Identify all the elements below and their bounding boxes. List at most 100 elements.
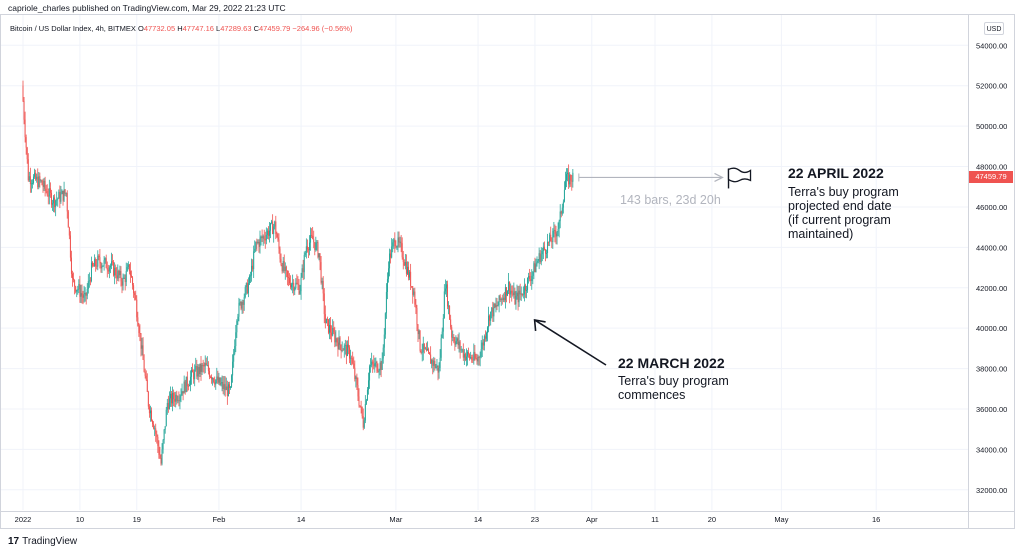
candle-body bbox=[195, 365, 197, 370]
candle-body bbox=[163, 429, 165, 441]
close-label: C bbox=[253, 24, 260, 33]
candle-body bbox=[99, 257, 101, 264]
candle-body bbox=[215, 379, 217, 385]
time-tick-label: 23 bbox=[531, 515, 539, 524]
candle-body bbox=[223, 384, 225, 389]
candle-body bbox=[192, 369, 194, 373]
candle-body bbox=[370, 365, 372, 367]
candle-body bbox=[386, 278, 388, 292]
candle-body bbox=[260, 236, 262, 238]
candle-body bbox=[439, 357, 441, 368]
candle-body bbox=[548, 241, 550, 243]
candle-body bbox=[61, 190, 63, 194]
candle-body bbox=[334, 332, 336, 343]
candle-body bbox=[270, 223, 272, 231]
candle-body bbox=[27, 159, 29, 181]
candle-body bbox=[140, 333, 142, 349]
candle-body bbox=[33, 176, 35, 184]
candle-body bbox=[116, 275, 118, 279]
candle-body bbox=[120, 271, 122, 282]
candle-body bbox=[75, 286, 77, 292]
candle-body bbox=[338, 337, 340, 350]
candle-body bbox=[330, 325, 332, 333]
price-tick-label: 54000.00 bbox=[976, 41, 1007, 50]
candle-body bbox=[222, 381, 224, 389]
candle-body bbox=[390, 253, 392, 258]
candle-body bbox=[58, 191, 60, 199]
candle-body bbox=[420, 350, 422, 353]
candle-body bbox=[39, 176, 41, 181]
candle-body bbox=[295, 282, 297, 288]
candle-body bbox=[300, 277, 302, 292]
candle-body bbox=[59, 191, 61, 202]
candle-body bbox=[391, 246, 393, 258]
candle-body bbox=[437, 365, 439, 373]
candle-body bbox=[77, 289, 79, 291]
candle-body bbox=[251, 265, 253, 276]
candle-body bbox=[297, 283, 299, 285]
candle-body bbox=[544, 249, 546, 254]
time-tick-label: May bbox=[774, 515, 788, 524]
candle-body bbox=[344, 344, 346, 346]
candle-body bbox=[211, 376, 213, 380]
candle-body bbox=[556, 232, 558, 237]
candle-body bbox=[224, 384, 226, 391]
candle-body bbox=[243, 297, 245, 305]
candle-body bbox=[169, 393, 171, 399]
candle-body bbox=[425, 348, 427, 351]
candle-body bbox=[464, 354, 466, 361]
candle-body bbox=[201, 364, 203, 372]
candle-body bbox=[191, 369, 193, 377]
candle-body bbox=[53, 197, 55, 204]
candle-body bbox=[473, 352, 475, 360]
candle-body bbox=[414, 291, 416, 305]
candle-body bbox=[147, 391, 149, 407]
candle-body bbox=[529, 276, 531, 280]
candle-body bbox=[173, 392, 175, 400]
candle-body bbox=[187, 386, 189, 387]
candle-body bbox=[31, 183, 33, 184]
candle-body bbox=[37, 176, 39, 188]
candle-body bbox=[114, 267, 116, 276]
candle-body bbox=[438, 367, 440, 373]
candle-body bbox=[465, 356, 467, 361]
candle-body bbox=[119, 271, 121, 276]
candle-body bbox=[294, 287, 296, 291]
candle-body bbox=[55, 200, 57, 208]
candle-body bbox=[290, 283, 292, 288]
candle-body bbox=[535, 264, 537, 273]
candle-body bbox=[128, 264, 130, 272]
candle-body bbox=[314, 242, 316, 250]
currency-button[interactable]: USD bbox=[984, 22, 1004, 35]
candle-body bbox=[327, 319, 329, 333]
candle-body bbox=[384, 313, 386, 335]
candle-body bbox=[50, 192, 52, 205]
candle-body bbox=[35, 172, 37, 180]
candle-body bbox=[463, 354, 465, 358]
candle-body bbox=[350, 357, 352, 359]
candle-body bbox=[428, 349, 430, 353]
open-value: 47732.05 bbox=[143, 24, 176, 33]
candle-body bbox=[64, 189, 66, 194]
candle-body bbox=[279, 248, 281, 260]
candle-body bbox=[550, 234, 552, 242]
candle-body bbox=[281, 264, 283, 272]
candle-body bbox=[339, 337, 341, 345]
candle-body bbox=[106, 268, 108, 270]
candle-body bbox=[155, 428, 157, 434]
candle-body bbox=[504, 287, 506, 301]
candle-body bbox=[317, 242, 319, 258]
candle-body bbox=[125, 271, 127, 283]
candle-body bbox=[230, 386, 232, 388]
candle-body bbox=[302, 268, 304, 273]
candle-body bbox=[393, 239, 395, 243]
candle-body bbox=[354, 367, 356, 379]
candle-body bbox=[40, 180, 42, 182]
candle-body bbox=[94, 259, 96, 267]
high-value: 47747.16 bbox=[182, 24, 214, 33]
candle-body bbox=[265, 234, 267, 241]
candle-body bbox=[332, 327, 334, 336]
candle-body bbox=[212, 378, 214, 380]
candle-body bbox=[336, 338, 338, 343]
